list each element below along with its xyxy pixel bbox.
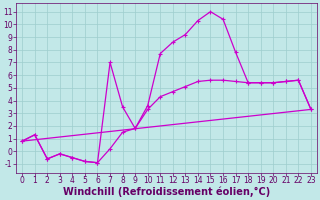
X-axis label: Windchill (Refroidissement éolien,°C): Windchill (Refroidissement éolien,°C) bbox=[63, 187, 270, 197]
